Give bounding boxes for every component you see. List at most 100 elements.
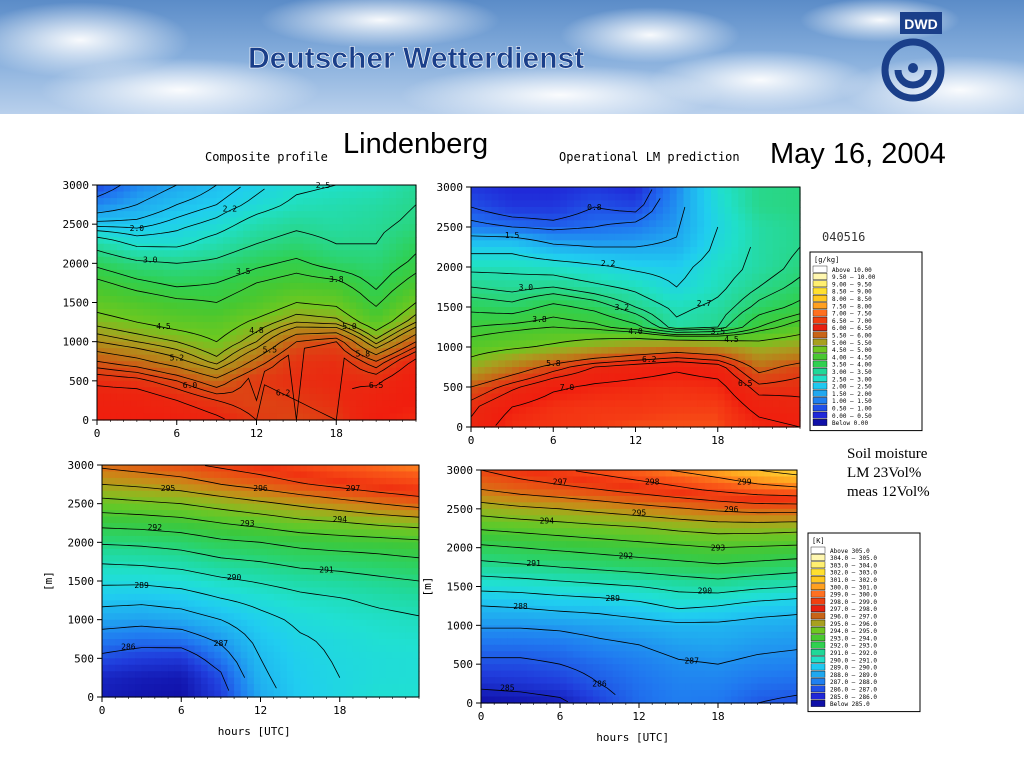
heatmap-cell <box>176 348 184 356</box>
heatmap-cell <box>190 400 198 408</box>
heatmap-cell <box>110 361 118 369</box>
heatmap-cell <box>608 360 616 368</box>
heatmap-cell <box>683 347 691 355</box>
heatmap-cell <box>115 542 123 550</box>
heatmap-cell <box>280 568 288 576</box>
heatmap-cell <box>163 400 171 408</box>
heatmap-cell <box>342 185 351 193</box>
heatmap-cell <box>263 217 271 225</box>
heatmap-cell <box>300 593 308 601</box>
heatmap-cell <box>376 224 384 232</box>
heatmap-cell <box>176 387 184 395</box>
heatmap-cell <box>342 302 351 310</box>
heatmap-cell <box>339 465 347 473</box>
heatmap-cell <box>313 626 321 634</box>
heatmap-cell <box>697 320 705 328</box>
heatmap-cell <box>313 561 321 569</box>
heatmap-cell <box>779 267 787 275</box>
heatmap-cell <box>539 207 547 215</box>
heatmap-cell <box>793 233 801 241</box>
heatmap-cell <box>369 185 377 193</box>
heatmap-cell <box>560 247 568 255</box>
heatmap-cell <box>518 233 527 241</box>
heatmap-cell <box>399 548 407 556</box>
heatmap-cell <box>214 581 222 589</box>
heatmap-cell <box>135 626 143 634</box>
heatmap-cell <box>731 313 739 321</box>
y-tick-label: 2000 <box>63 257 90 270</box>
heatmap-cell <box>356 322 364 330</box>
heatmap-cell <box>669 347 678 355</box>
heatmap-cell <box>758 340 767 348</box>
heatmap-cell <box>296 406 304 415</box>
heatmap-cell <box>382 413 391 421</box>
heatmap-cell <box>336 380 344 388</box>
heatmap-cell <box>163 335 171 343</box>
heatmap-cell <box>772 280 781 288</box>
heatmap-cell <box>594 293 602 301</box>
heatmap-cell <box>405 581 413 589</box>
heatmap-cell <box>256 393 264 402</box>
heatmap-cell <box>223 387 231 395</box>
heatmap-cell <box>336 224 344 232</box>
heatmap-cell <box>349 263 357 271</box>
heatmap-cell <box>306 606 314 614</box>
heatmap-cell <box>484 300 493 308</box>
heatmap-cell <box>300 606 308 614</box>
heatmap-cell <box>532 200 541 208</box>
heatmap-cell <box>471 307 479 315</box>
heatmap-cell <box>518 407 527 415</box>
heatmap-cell <box>793 273 801 281</box>
heatmap-cell <box>176 328 184 336</box>
heatmap-cell <box>316 374 324 382</box>
heatmap-cell <box>176 217 184 225</box>
heatmap-cell <box>710 260 719 268</box>
heatmap-cell <box>382 211 391 219</box>
heatmap-cell <box>525 400 534 408</box>
heatmap-cell <box>313 613 321 621</box>
heatmap-cell <box>115 471 123 479</box>
heatmap-cell <box>243 224 251 232</box>
heatmap-cell <box>405 568 413 576</box>
heatmap-cell <box>183 237 191 245</box>
heatmap-cell <box>110 224 118 232</box>
heatmap-cell <box>342 230 351 238</box>
heatmap-cell <box>392 561 400 569</box>
heatmap-cell <box>580 260 589 268</box>
heatmap-cell <box>553 327 561 335</box>
heatmap-cell <box>214 632 222 640</box>
heatmap-cell <box>372 555 380 563</box>
heatmap-cell <box>491 233 500 241</box>
heatmap-cell <box>560 220 568 228</box>
heatmap-cell <box>793 307 801 315</box>
heatmap-cell <box>289 322 297 330</box>
heatmap-cell <box>190 282 198 291</box>
heatmap-cell <box>316 413 324 421</box>
heatmap-cell <box>181 555 189 563</box>
heatmap-cell <box>484 347 493 355</box>
heatmap-cell <box>601 320 609 328</box>
heatmap-cell <box>97 361 105 369</box>
heatmap-cell <box>296 309 304 317</box>
heatmap-cell <box>656 220 664 228</box>
heatmap-cell <box>309 224 317 232</box>
heatmap-cell <box>243 367 251 375</box>
heatmap-cell <box>765 333 774 341</box>
heatmap-cell <box>150 393 158 402</box>
heatmap-cell <box>772 360 781 368</box>
heatmap-cell <box>322 217 331 225</box>
heatmap-cell <box>130 256 138 264</box>
heatmap-cell <box>130 348 138 356</box>
heatmap-cell <box>594 300 602 308</box>
heatmap-cell <box>319 477 328 485</box>
heatmap-cell <box>130 406 138 415</box>
heatmap-cell <box>662 413 671 421</box>
heatmap-cell <box>690 260 698 268</box>
heatmap-cell <box>412 561 420 569</box>
heatmap-cell <box>333 587 341 595</box>
heatmap-cell <box>289 367 297 375</box>
heatmap-cell <box>491 240 500 248</box>
heatmap-cell <box>546 380 554 388</box>
heatmap-cell <box>491 247 500 255</box>
heatmap-cell <box>369 354 377 362</box>
